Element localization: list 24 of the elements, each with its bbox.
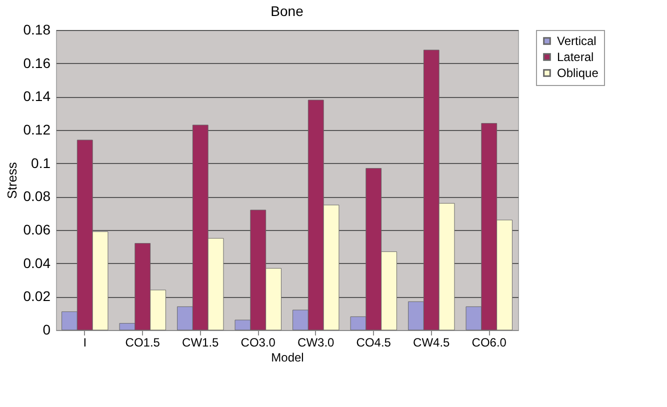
x-tick-label: CO3.0	[240, 336, 276, 350]
y-tick-label: 0.04	[23, 254, 51, 271]
legend-label: Vertical	[557, 34, 596, 48]
legend-label: Lateral	[557, 50, 594, 64]
x-tick-label: I	[83, 336, 87, 350]
x-tick-label: CW3.0	[298, 336, 335, 350]
x-axis-title: Model	[271, 350, 304, 364]
y-tick-label: 0.1	[31, 154, 51, 171]
legend-label: Oblique	[557, 66, 599, 80]
y-tick-label: 0.14	[23, 88, 51, 104]
y-tick-label: 0.16	[23, 54, 51, 71]
y-tick-label: 0	[42, 322, 51, 338]
y-tick-label: 0.18	[23, 22, 51, 38]
chart-title: Bone	[270, 3, 304, 19]
x-tick-label: CO4.5	[356, 336, 392, 350]
y-tick-label: 0.02	[23, 288, 51, 304]
y-tick-label: 0.08	[23, 188, 51, 204]
x-tick-label: CW1.5	[182, 336, 220, 350]
y-tick-label: 0.12	[23, 122, 51, 138]
x-tick-label: CO1.5	[125, 336, 160, 350]
x-tick-label: CW4.5	[413, 336, 450, 350]
y-tick-label: 0.06	[23, 222, 51, 238]
x-tick-label: CO6.0	[472, 336, 507, 350]
y-axis-title: Stress	[4, 162, 20, 199]
